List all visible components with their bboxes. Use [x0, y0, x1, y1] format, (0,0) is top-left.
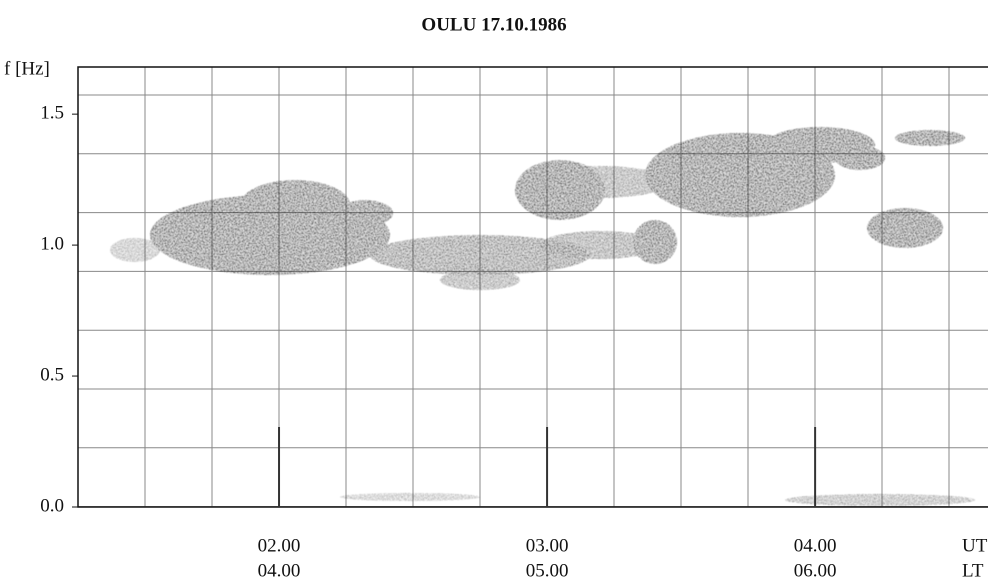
x-tick-label: 02.00	[258, 535, 301, 556]
x2-tick-label: 06.00	[794, 560, 837, 581]
x2-axis-label: LT	[962, 560, 984, 581]
y-axis-label: f [Hz]	[4, 58, 50, 79]
y-tick-label: 0.5	[40, 364, 64, 385]
x2-tick-label: 04.00	[258, 560, 301, 581]
y-tick-label: 0.0	[40, 495, 64, 516]
y-tick-label: 1.0	[40, 233, 64, 254]
x-tick-label: 04.00	[794, 535, 837, 556]
x-tick-label: 03.00	[526, 535, 569, 556]
x-axis-label: UT	[962, 535, 988, 556]
plot-frame	[77, 66, 988, 508]
spectral-activity	[110, 127, 975, 506]
x2-tick-label: 05.00	[526, 560, 569, 581]
chart-title: OULU 17.10.1986	[421, 14, 566, 35]
y-tick-label: 1.5	[40, 103, 64, 124]
